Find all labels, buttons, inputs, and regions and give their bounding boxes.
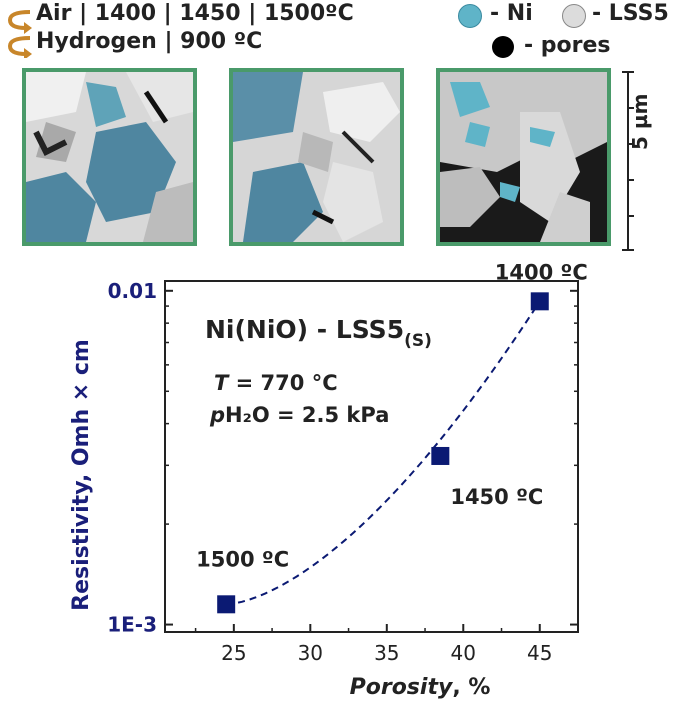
point-label: 1400 ºC <box>495 260 588 284</box>
chart-title-subscript: (S) <box>404 331 432 351</box>
x-axis-label: Porosity, % <box>350 675 491 700</box>
air-cycle-arrow-icon <box>7 10 32 58</box>
temperature-condition: T = 770 °C <box>214 371 338 395</box>
ni-legend-icon <box>458 4 482 28</box>
pores-legend-icon <box>492 36 514 58</box>
lss5-legend-label: - LSS5 <box>592 1 669 26</box>
ni-legend-label: - Ni <box>490 1 533 26</box>
plot-frame <box>164 280 579 633</box>
point-label: 1500 ºC <box>196 547 289 571</box>
x-tick-label: 45 <box>527 641 552 665</box>
x-tick-label: 25 <box>221 641 246 665</box>
data-points: 1500 ºC 1450 ºC 1400 ºC <box>196 260 588 614</box>
air-conditions-text: Air | 1400 | 1450 | 1500ºC <box>36 1 354 26</box>
y-axis-label: Resistivity, Omh × cm <box>69 339 94 611</box>
data-point <box>217 595 236 614</box>
lss5-legend-icon <box>562 4 586 28</box>
y-tick-label: 1E-3 <box>107 613 157 637</box>
micrograph-hydrogen <box>436 68 611 246</box>
micrograph-1450 <box>229 68 404 246</box>
pores-legend-label: - pores <box>524 33 611 58</box>
chart-title: Ni(NiO) - LSS5(S) <box>205 315 432 351</box>
x-tick-label: 35 <box>374 641 399 665</box>
x-tick-label: 30 <box>298 641 323 665</box>
micrograph-1400 <box>22 68 197 246</box>
data-point <box>530 292 549 311</box>
fit-curve <box>226 300 541 606</box>
point-label: 1450 ºC <box>450 485 543 509</box>
axis-ticks: 25 30 35 40 45 0.01 1E-3 <box>107 279 578 665</box>
vapor-condition: pH₂O = 2.5 kPa <box>209 403 389 427</box>
x-tick-label: 40 <box>451 641 476 665</box>
hydrogen-conditions-text: Hydrogen | 900 ºC <box>36 29 263 54</box>
data-point <box>431 446 450 465</box>
y-tick-label: 0.01 <box>108 279 157 303</box>
